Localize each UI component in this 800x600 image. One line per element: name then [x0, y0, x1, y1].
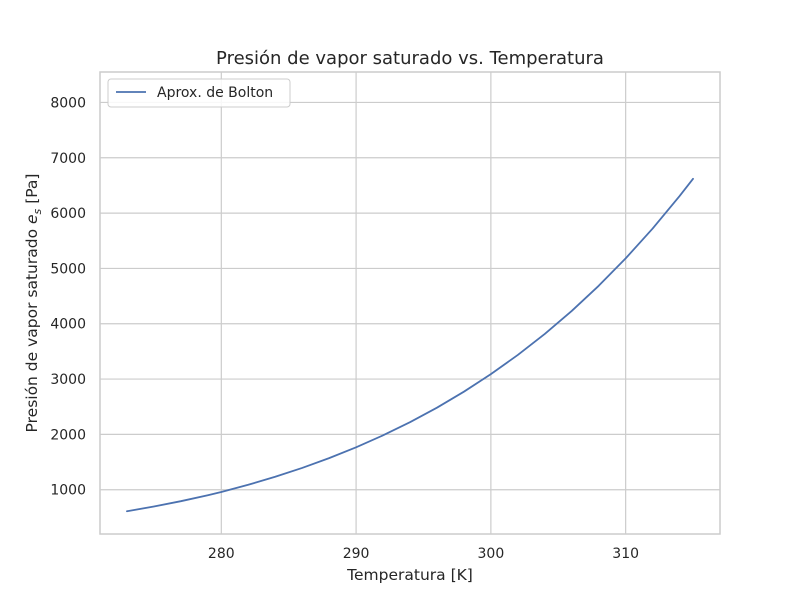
y-tick-label: 7000 — [50, 151, 86, 167]
legend: Aprox. de Bolton — [107, 78, 291, 108]
series-line-0 — [126, 177, 694, 513]
chart-title: Presión de vapor saturado vs. Temperatur… — [216, 48, 604, 69]
x-axis-label: Temperatura [K] — [346, 566, 473, 584]
y-axis-label: Presión de vapor saturado es [Pa] — [23, 174, 44, 433]
x-tick-label: 280 — [208, 546, 235, 562]
plot-frame — [99, 71, 721, 535]
y-axis-label-text: Presión de vapor saturado — [23, 224, 41, 432]
legend-box — [107, 78, 291, 108]
y-axis-label-unit: [Pa] — [23, 174, 41, 209]
series-layer — [126, 177, 694, 513]
grid-lines — [100, 72, 720, 534]
legend-label: Aprox. de Bolton — [157, 85, 273, 101]
y-tick-label: 2000 — [50, 427, 86, 443]
tick-labels: 280 290 300 310 1000 2000 3000 4000 5000 6000 7000… — [50, 95, 639, 562]
x-tick-label: 310 — [612, 546, 639, 562]
x-tick-label: 290 — [343, 546, 370, 562]
y-tick-label: 3000 — [50, 372, 86, 388]
y-axis-label-subscript: s — [31, 208, 44, 214]
y-tick-label: 8000 — [50, 95, 86, 111]
y-axis-label-symbol: e — [23, 214, 41, 224]
y-tick-label: 5000 — [50, 261, 86, 277]
y-tick-label: 6000 — [50, 206, 86, 222]
y-tick-label: 1000 — [50, 483, 86, 499]
y-tick-label: 4000 — [50, 317, 86, 333]
x-tick-label: 300 — [478, 546, 505, 562]
